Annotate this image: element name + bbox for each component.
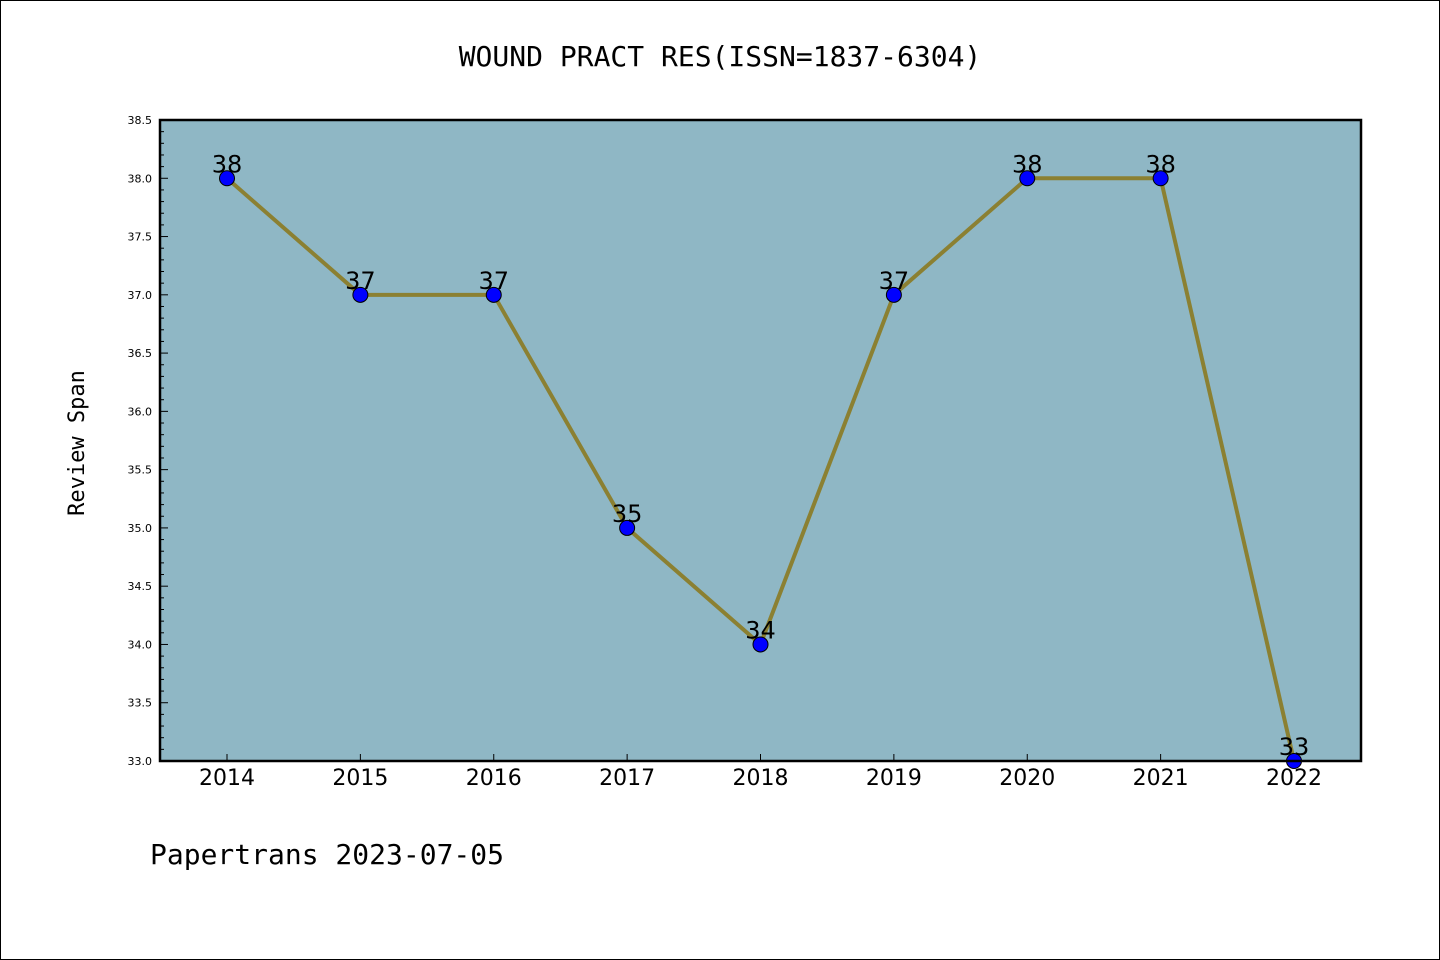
plot-border — [158, 118, 1363, 763]
data-label: 33 — [1279, 733, 1310, 761]
y-tick-label: 33.0 — [128, 755, 153, 768]
y-tick-label: 34.0 — [128, 638, 153, 651]
x-tick-label: 2015 — [332, 766, 388, 791]
y-tick-label: 38.0 — [128, 172, 153, 185]
y-tick-label: 33.5 — [128, 697, 153, 710]
data-label: 34 — [745, 616, 776, 644]
x-tick-label: 2021 — [1133, 766, 1189, 791]
data-point-marker — [1152, 170, 1169, 187]
data-labels-group: 38 37 37 35 34 37 38 38 33 — [212, 150, 1310, 761]
y-tick-label: 34.5 — [128, 580, 153, 593]
series-group — [219, 170, 1302, 769]
x-tick-label: 2017 — [599, 766, 655, 791]
y-tick-label: 35.5 — [128, 464, 153, 477]
data-label: 38 — [1012, 150, 1043, 178]
y-axis-ticks: 33.0 33.5 34.0 34.5 35.0 35.5 36.0 36.5 37.0 37.5… — [128, 114, 168, 768]
data-point-marker — [352, 286, 369, 303]
x-tick-label: 2018 — [733, 766, 789, 791]
x-tick-label: 2019 — [866, 766, 922, 791]
y-tick-label: 37.5 — [128, 231, 153, 244]
data-point-marker — [885, 286, 902, 303]
footer-text: Papertrans 2023-07-05 — [150, 838, 504, 871]
x-tick-label: 2016 — [466, 766, 522, 791]
data-label: 38 — [212, 150, 243, 178]
data-label: 38 — [1145, 150, 1176, 178]
data-label: 37 — [478, 267, 509, 295]
y-tick-label: 38.5 — [128, 114, 153, 127]
y-tick-label: 37.0 — [128, 289, 153, 302]
data-point-marker — [485, 286, 502, 303]
data-label: 37 — [879, 267, 910, 295]
x-tick-label: 2020 — [999, 766, 1055, 791]
data-point-marker — [752, 636, 769, 653]
data-point-marker — [1019, 170, 1036, 187]
y-tick-label: 36.5 — [128, 347, 153, 360]
data-point-marker — [219, 170, 235, 187]
y-tick-label: 36.0 — [128, 405, 153, 418]
x-tick-label: 2014 — [199, 766, 255, 791]
chart-title: WOUND PRACT RES(ISSN=1837-6304) — [459, 40, 982, 73]
data-label: 37 — [345, 267, 376, 295]
x-axis-ticks: 2014 2015 2016 2017 2018 2019 2020 2021 2022 — [199, 754, 1322, 791]
x-tick-label: 2022 — [1266, 766, 1322, 791]
plot-area — [160, 120, 1361, 761]
y-axis-label: Review Span — [65, 370, 90, 516]
data-label: 35 — [612, 500, 643, 528]
y-tick-label: 35.0 — [128, 522, 153, 535]
data-point-marker — [619, 519, 636, 536]
